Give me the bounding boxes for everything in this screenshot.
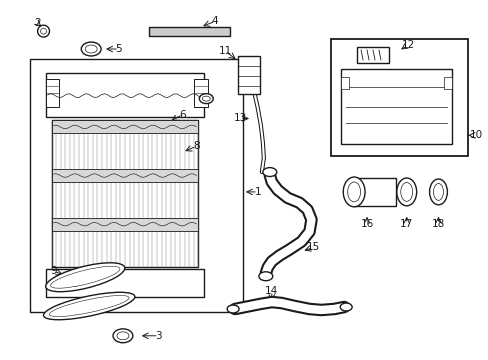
Bar xyxy=(45,79,60,107)
Ellipse shape xyxy=(117,332,129,340)
Ellipse shape xyxy=(113,329,133,343)
Ellipse shape xyxy=(263,168,276,176)
Bar xyxy=(444,77,451,89)
Ellipse shape xyxy=(433,184,443,201)
Ellipse shape xyxy=(202,96,210,101)
Text: 9: 9 xyxy=(50,266,57,276)
Ellipse shape xyxy=(81,42,101,56)
Ellipse shape xyxy=(428,179,447,205)
Text: 13: 13 xyxy=(233,113,246,123)
Text: 17: 17 xyxy=(399,219,412,229)
Bar xyxy=(341,69,451,144)
Bar xyxy=(51,169,198,182)
Ellipse shape xyxy=(400,183,412,201)
Ellipse shape xyxy=(41,28,46,34)
Bar xyxy=(341,77,348,89)
Ellipse shape xyxy=(343,177,365,207)
Bar xyxy=(353,178,395,206)
Ellipse shape xyxy=(63,277,83,290)
Text: 2: 2 xyxy=(34,18,41,28)
Text: 18: 18 xyxy=(431,219,444,229)
Bar xyxy=(194,79,208,107)
Bar xyxy=(45,269,204,297)
Ellipse shape xyxy=(85,45,97,53)
Ellipse shape xyxy=(226,305,239,313)
Ellipse shape xyxy=(45,263,124,292)
Ellipse shape xyxy=(347,182,360,202)
Bar xyxy=(51,121,198,133)
Bar xyxy=(238,56,259,94)
Text: 10: 10 xyxy=(468,130,482,140)
Bar xyxy=(331,39,468,156)
Bar xyxy=(148,27,230,36)
Text: 12: 12 xyxy=(401,40,414,50)
Text: 11: 11 xyxy=(218,46,231,56)
Ellipse shape xyxy=(43,292,135,320)
Ellipse shape xyxy=(340,303,351,311)
Bar xyxy=(356,47,388,63)
Text: 16: 16 xyxy=(360,219,373,229)
Ellipse shape xyxy=(38,25,49,37)
Text: 7: 7 xyxy=(60,312,66,322)
Text: 1: 1 xyxy=(254,187,261,197)
Bar xyxy=(30,59,243,312)
Ellipse shape xyxy=(258,272,272,281)
Text: 5: 5 xyxy=(116,44,122,54)
Text: 8: 8 xyxy=(193,141,199,151)
Ellipse shape xyxy=(67,280,79,287)
Ellipse shape xyxy=(199,94,213,104)
Text: 3: 3 xyxy=(155,331,162,341)
Bar xyxy=(51,121,198,267)
Bar xyxy=(45,73,204,117)
Ellipse shape xyxy=(396,178,416,206)
Text: 4: 4 xyxy=(211,16,218,26)
Text: 14: 14 xyxy=(264,286,278,296)
Text: 15: 15 xyxy=(306,243,320,252)
Text: 6: 6 xyxy=(179,109,185,120)
Ellipse shape xyxy=(50,266,120,288)
Bar xyxy=(51,218,198,231)
Ellipse shape xyxy=(49,296,129,316)
